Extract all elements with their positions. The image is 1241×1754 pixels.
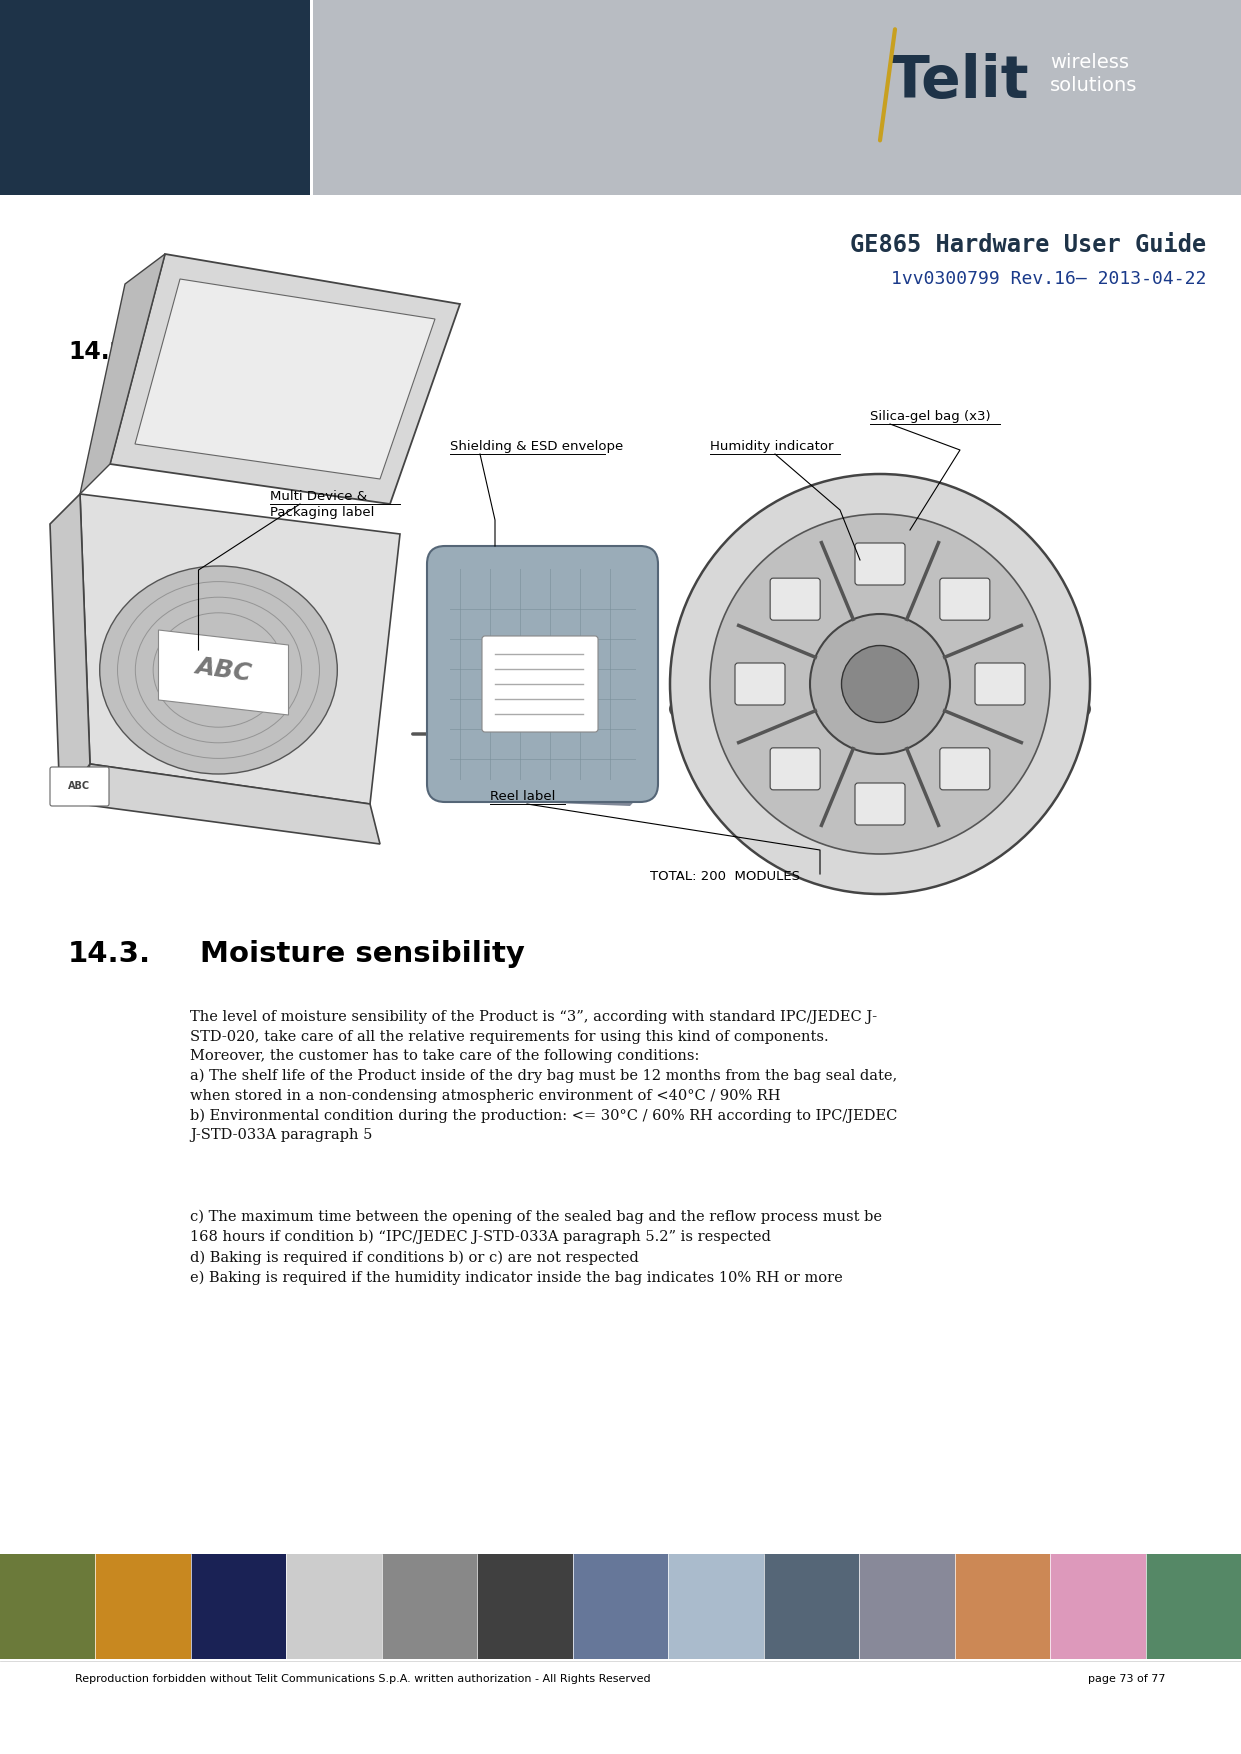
Circle shape	[670, 474, 1090, 895]
FancyBboxPatch shape	[939, 747, 990, 789]
Text: c) The maximum time between the opening of the sealed bag and the reflow process: c) The maximum time between the opening …	[190, 1210, 882, 1284]
Polygon shape	[455, 772, 655, 807]
Text: Silica-gel bag (x3): Silica-gel bag (x3)	[870, 410, 990, 423]
FancyBboxPatch shape	[482, 637, 598, 731]
Polygon shape	[79, 495, 400, 803]
Text: TOTAL: 200  MODULES: TOTAL: 200 MODULES	[650, 870, 800, 882]
Text: 1vv0300799 Rev.16– 2013-04-22: 1vv0300799 Rev.16– 2013-04-22	[891, 270, 1206, 288]
Polygon shape	[110, 254, 460, 503]
Text: Moisture sensibility: Moisture sensibility	[200, 940, 525, 968]
FancyBboxPatch shape	[735, 663, 786, 705]
Circle shape	[710, 514, 1050, 854]
Text: ABC: ABC	[194, 654, 253, 686]
Bar	[0, 1554, 96, 1659]
Text: Shielding & ESD envelope: Shielding & ESD envelope	[450, 440, 623, 453]
Text: ABC: ABC	[68, 781, 91, 791]
FancyBboxPatch shape	[939, 579, 990, 621]
Polygon shape	[50, 495, 91, 803]
Text: Reproduction forbidden without Telit Communications S.p.A. written authorization: Reproduction forbidden without Telit Com…	[74, 1673, 650, 1684]
Text: The level of moisture sensibility of the Product is “3”, according with standard: The level of moisture sensibility of the…	[190, 1010, 897, 1142]
Bar	[954, 1554, 1050, 1659]
Polygon shape	[159, 630, 288, 716]
Text: Reel label: Reel label	[490, 789, 556, 803]
Text: Humidity indicator: Humidity indicator	[710, 440, 834, 453]
Bar	[191, 1554, 287, 1659]
Ellipse shape	[99, 567, 338, 774]
Text: wireless
solutions: wireless solutions	[1050, 53, 1137, 95]
Text: Multi Device &
Packaging label: Multi Device & Packaging label	[271, 489, 375, 519]
Bar	[310, 0, 313, 195]
Text: page 73 of 77: page 73 of 77	[1088, 1673, 1167, 1684]
FancyBboxPatch shape	[855, 782, 905, 824]
Circle shape	[810, 614, 951, 754]
Text: 14.2.3.: 14.2.3.	[68, 340, 160, 365]
Polygon shape	[135, 279, 436, 479]
Bar	[382, 1554, 478, 1659]
Bar	[287, 1554, 382, 1659]
Bar	[478, 1554, 573, 1659]
FancyBboxPatch shape	[975, 663, 1025, 705]
FancyBboxPatch shape	[771, 579, 820, 621]
FancyBboxPatch shape	[771, 747, 820, 789]
Circle shape	[841, 645, 918, 723]
Text: GE865 Hardware User Guide: GE865 Hardware User Guide	[850, 233, 1206, 258]
Bar	[763, 1554, 859, 1659]
Bar	[573, 1554, 668, 1659]
Bar	[668, 1554, 763, 1659]
Polygon shape	[79, 765, 380, 844]
Bar	[310, 0, 1241, 195]
Text: Packaging detail: Packaging detail	[200, 340, 422, 365]
Ellipse shape	[670, 672, 1090, 747]
Bar	[1050, 1554, 1145, 1659]
FancyBboxPatch shape	[427, 545, 658, 802]
Polygon shape	[79, 254, 165, 495]
FancyBboxPatch shape	[50, 766, 109, 807]
FancyBboxPatch shape	[855, 544, 905, 586]
Text: Telit: Telit	[890, 53, 1030, 111]
Bar	[859, 1554, 954, 1659]
Text: 14.3.: 14.3.	[68, 940, 151, 968]
Bar	[96, 1554, 191, 1659]
Bar	[1145, 1554, 1241, 1659]
Bar	[0, 0, 310, 195]
